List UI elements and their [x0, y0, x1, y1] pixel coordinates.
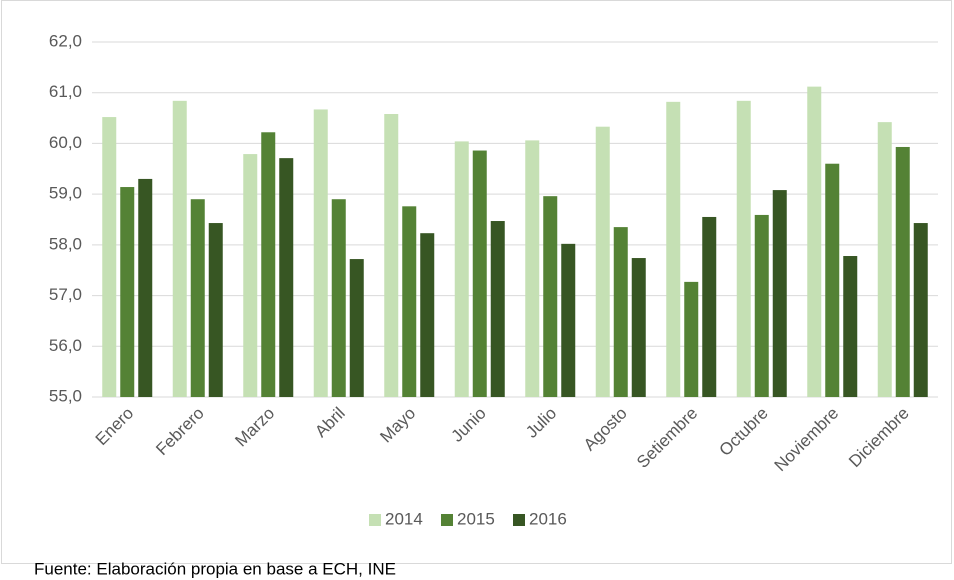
- bar: [138, 178, 153, 397]
- bar: [684, 281, 699, 397]
- bar: [772, 190, 787, 397]
- y-tick-label: 61,0: [49, 82, 82, 101]
- y-tick-label: 57,0: [49, 285, 82, 304]
- legend-swatch: [369, 514, 381, 526]
- bar: [490, 221, 505, 397]
- legend-swatch: [513, 514, 525, 526]
- bar: [420, 233, 435, 397]
- bar: [877, 122, 892, 397]
- bar: [543, 196, 558, 397]
- bar: [525, 140, 540, 397]
- legend-label: 2016: [529, 509, 567, 528]
- bar: [754, 214, 769, 397]
- bar: [631, 258, 646, 397]
- bar: [313, 109, 328, 397]
- bar: [384, 114, 399, 397]
- source-note: Fuente: Elaboración propia en base a ECH…: [34, 559, 396, 578]
- legend-label: 2015: [457, 509, 495, 528]
- bar: [595, 126, 610, 397]
- y-tick-label: 60,0: [49, 133, 82, 152]
- bar: [208, 223, 223, 397]
- y-tick-label: 58,0: [49, 234, 82, 253]
- legend-label: 2014: [385, 509, 423, 528]
- bar: [102, 117, 117, 398]
- bar: [613, 227, 628, 397]
- bar: [261, 132, 276, 397]
- bar: [279, 158, 294, 397]
- y-tick-label: 62,0: [49, 31, 82, 50]
- bar: [190, 199, 205, 397]
- bar: [666, 101, 681, 397]
- y-tick-label: 56,0: [49, 336, 82, 355]
- bar: [807, 86, 822, 397]
- bar: [736, 100, 751, 397]
- bar: [120, 187, 135, 397]
- bar: [472, 150, 487, 397]
- bar: [843, 256, 858, 397]
- y-tick-label: 55,0: [49, 386, 82, 405]
- bar: [349, 259, 364, 397]
- bar: [454, 141, 469, 397]
- bar: [913, 223, 928, 397]
- bar: [402, 206, 417, 397]
- bar: [895, 146, 910, 397]
- bar: [331, 199, 346, 397]
- bar: [172, 100, 187, 397]
- legend-swatch: [441, 514, 453, 526]
- bar: [561, 243, 576, 397]
- y-tick-label: 59,0: [49, 184, 82, 203]
- bar: [243, 154, 258, 397]
- bar: [702, 216, 717, 397]
- bar: [825, 163, 840, 397]
